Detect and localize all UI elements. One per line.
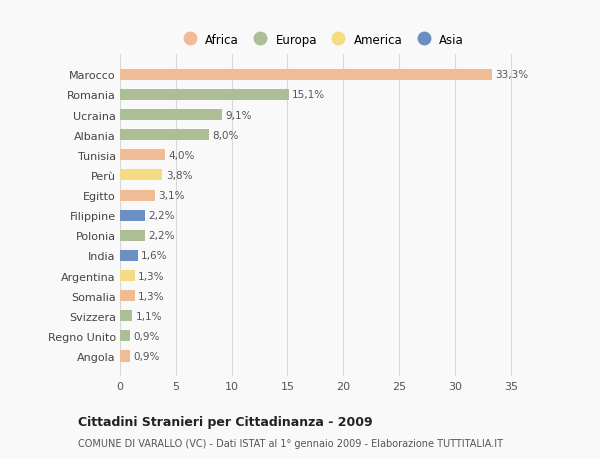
Text: 2,2%: 2,2% xyxy=(148,231,175,241)
Bar xyxy=(120,170,163,181)
Text: 1,3%: 1,3% xyxy=(138,271,164,281)
Text: 4,0%: 4,0% xyxy=(168,151,194,161)
Text: 1,6%: 1,6% xyxy=(141,251,168,261)
Bar xyxy=(120,351,130,362)
Bar xyxy=(120,90,289,101)
Bar xyxy=(120,250,138,262)
Bar xyxy=(120,110,221,121)
Bar xyxy=(120,270,134,281)
Bar xyxy=(120,190,155,201)
Text: 33,3%: 33,3% xyxy=(495,70,529,80)
Bar xyxy=(120,230,145,241)
Bar xyxy=(120,210,145,221)
Bar xyxy=(120,291,134,302)
Bar xyxy=(120,150,164,161)
Text: 0,9%: 0,9% xyxy=(133,331,160,341)
Text: 1,3%: 1,3% xyxy=(138,291,164,301)
Text: 1,1%: 1,1% xyxy=(136,311,162,321)
Bar xyxy=(120,70,492,81)
Legend: Africa, Europa, America, Asia: Africa, Europa, America, Asia xyxy=(173,29,469,51)
Bar xyxy=(120,330,130,341)
Text: Cittadini Stranieri per Cittadinanza - 2009: Cittadini Stranieri per Cittadinanza - 2… xyxy=(78,415,373,428)
Text: 2,2%: 2,2% xyxy=(148,211,175,221)
Text: COMUNE DI VARALLO (VC) - Dati ISTAT al 1° gennaio 2009 - Elaborazione TUTTITALIA: COMUNE DI VARALLO (VC) - Dati ISTAT al 1… xyxy=(78,438,503,448)
Bar xyxy=(120,311,132,322)
Bar xyxy=(120,130,209,141)
Text: 3,8%: 3,8% xyxy=(166,171,192,180)
Text: 9,1%: 9,1% xyxy=(225,110,251,120)
Text: 3,1%: 3,1% xyxy=(158,190,184,201)
Text: 0,9%: 0,9% xyxy=(133,351,160,361)
Text: 8,0%: 8,0% xyxy=(212,130,239,140)
Text: 15,1%: 15,1% xyxy=(292,90,325,100)
